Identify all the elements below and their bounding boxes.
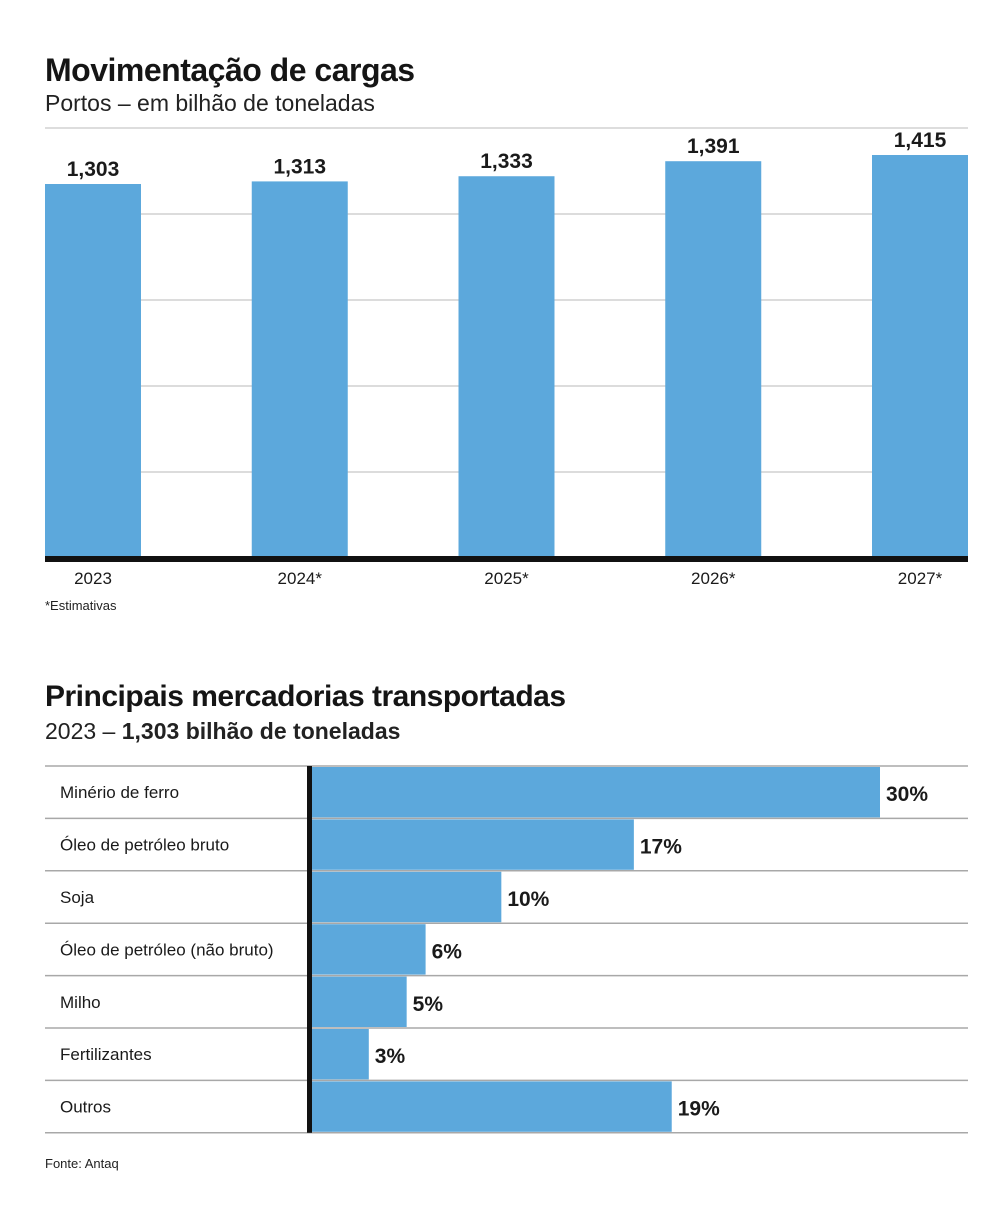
data-label: 6% bbox=[432, 940, 463, 963]
data-label: 1,415 bbox=[894, 129, 947, 152]
category-label: Fertilizantes bbox=[60, 1045, 152, 1064]
x-tick-label: 2027* bbox=[898, 569, 943, 588]
chart-subtitle: Portos – em bilhão de toneladas bbox=[45, 90, 375, 116]
bar bbox=[312, 819, 634, 870]
x-tick-label: 2026* bbox=[691, 569, 736, 588]
category-label: Outros bbox=[60, 1098, 111, 1117]
category-label: Soja bbox=[60, 888, 95, 907]
data-label: 1,333 bbox=[480, 150, 533, 173]
category-label: Minério de ferro bbox=[60, 783, 179, 802]
category-label: Óleo de petróleo (não bruto) bbox=[60, 940, 274, 959]
subtitle-year: 2023 – bbox=[45, 718, 122, 744]
goods-chart-title: Principais mercadorias transportadas bbox=[45, 680, 566, 713]
chart-title: Movimentação de cargas bbox=[45, 52, 415, 88]
subtitle-total: 1,303 bilhão de toneladas bbox=[121, 718, 401, 744]
data-label: 19% bbox=[678, 1098, 720, 1121]
data-label: 3% bbox=[375, 1045, 406, 1068]
y-axis bbox=[307, 766, 312, 1133]
bar bbox=[665, 161, 762, 556]
bar bbox=[872, 155, 968, 556]
data-label: 1,313 bbox=[273, 155, 326, 178]
cargo-bar-chart: 1,303 2023 1,313 2024* 1,333 2025* 1,391 2026* 1… bbox=[45, 127, 968, 588]
bar bbox=[312, 924, 426, 975]
bar bbox=[312, 767, 880, 818]
bar bbox=[45, 184, 141, 556]
source-footnote: Fonte: Antaq bbox=[45, 1156, 119, 1171]
data-label: 5% bbox=[413, 993, 444, 1016]
x-tick-label: 2023 bbox=[74, 569, 112, 588]
data-label: 30% bbox=[886, 783, 928, 806]
x-axis bbox=[45, 556, 968, 562]
x-tick-label: 2025* bbox=[484, 569, 529, 588]
data-label: 1,303 bbox=[67, 158, 120, 181]
category-label: Milho bbox=[60, 993, 101, 1012]
estimates-footnote: *Estimativas bbox=[45, 598, 117, 613]
bar bbox=[312, 1029, 369, 1080]
bar bbox=[312, 871, 502, 923]
bar bbox=[312, 1081, 672, 1132]
data-label: 10% bbox=[507, 888, 549, 911]
data-label: 1,391 bbox=[687, 135, 740, 158]
bar bbox=[458, 176, 555, 556]
goods-chart-subtitle: 2023 – 1,303 bilhão de toneladas bbox=[45, 718, 400, 745]
x-tick-label: 2024* bbox=[278, 569, 323, 588]
bar bbox=[251, 181, 348, 557]
bar bbox=[312, 976, 407, 1027]
category-label: Óleo de petróleo bruto bbox=[60, 836, 229, 855]
data-label: 17% bbox=[640, 836, 682, 859]
